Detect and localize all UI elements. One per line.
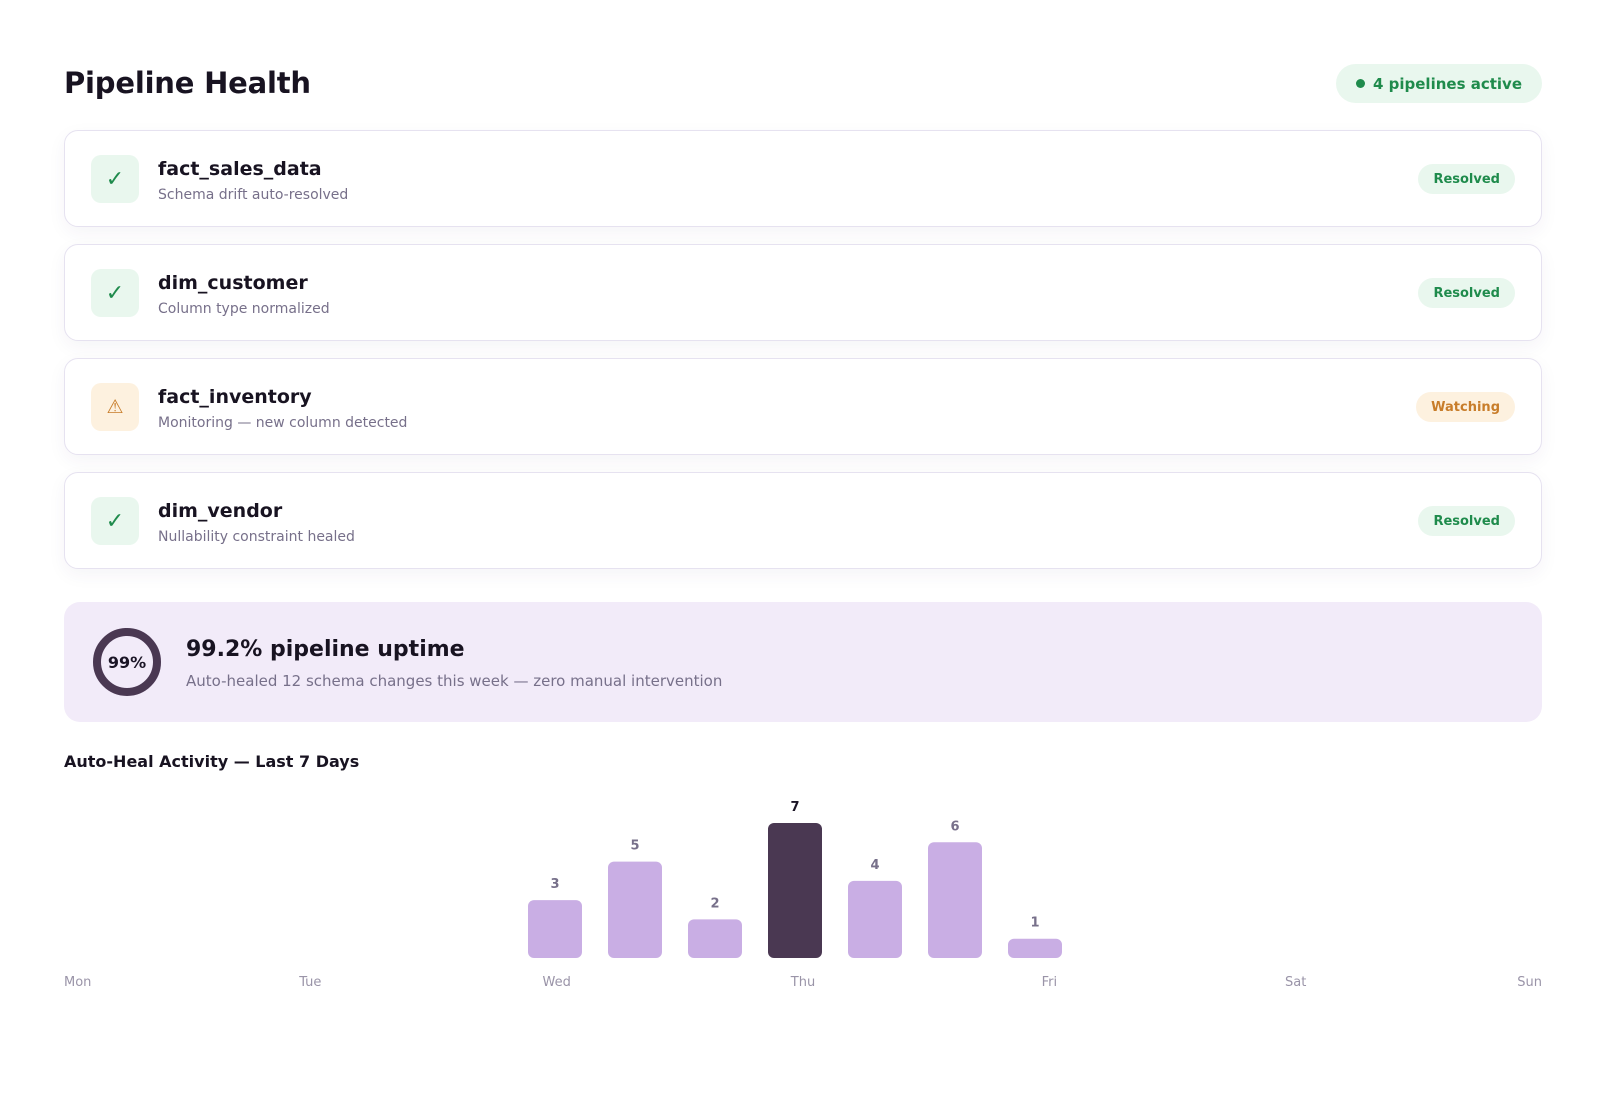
bar-value-label: 6 (950, 819, 959, 834)
status-badge: Resolved (1418, 278, 1515, 308)
page-header: Pipeline Health 4 pipelines active (64, 62, 1542, 103)
pipeline-description: Schema drift auto-resolved (158, 187, 349, 203)
check-icon: ✓ (91, 269, 139, 317)
bar-value-label: 4 (870, 858, 879, 873)
uptime-ring-label: 99% (107, 652, 147, 672)
bar-sun (1008, 938, 1062, 958)
active-pipelines-badge: 4 pipelines active (1335, 64, 1542, 103)
check-icon: ✓ (91, 155, 139, 203)
check-icon: ✓ (91, 497, 139, 545)
x-axis-tick-label: Tue (298, 975, 321, 990)
pipeline-name: fact_inventory (158, 386, 312, 408)
pipeline-card[interactable]: ✓ fact_sales_data Schema drift auto-reso… (64, 130, 1542, 227)
uptime-ring-arc (93, 628, 161, 696)
bar-fri (848, 880, 902, 958)
pipeline-card[interactable]: ⚠ fact_inventory Monitoring — new column… (64, 358, 1542, 455)
bar-sat (928, 842, 982, 958)
pipeline-card[interactable]: ✓ dim_vendor Nullability constraint heal… (64, 472, 1542, 569)
bar-value-label: 7 (790, 800, 799, 815)
bar-thu (768, 823, 822, 958)
active-pipelines-label: 4 pipelines active (1372, 74, 1522, 93)
pipeline-description: Nullability constraint healed (158, 529, 355, 545)
bar-value-label: 5 (630, 839, 639, 854)
pipeline-name: fact_sales_data (158, 158, 322, 180)
status-badge: Watching (1416, 392, 1515, 422)
chart-title: Auto-Heal Activity — Last 7 Days (64, 752, 360, 771)
status-badge: Resolved (1418, 164, 1515, 194)
bar-tue (608, 861, 662, 958)
pipeline-description: Column type normalized (158, 301, 330, 317)
pipeline-card[interactable]: ✓ dim_customer Column type normalized Re… (64, 244, 1542, 341)
x-axis-tick-label: Wed (542, 975, 570, 990)
x-axis-tick-label: Sat (1285, 975, 1306, 990)
pipeline-name: dim_vendor (158, 500, 283, 522)
page-title: Pipeline Health (64, 66, 311, 100)
warning-icon: ⚠ (91, 383, 139, 431)
bar-value-label: 2 (710, 896, 719, 911)
uptime-title: 99.2% pipeline uptime (186, 637, 465, 662)
bar-value-label: 3 (550, 877, 559, 892)
bar-mon (528, 900, 582, 958)
uptime-summary: 99% 99.2% pipeline uptime Auto-healed 12… (64, 602, 1542, 722)
status-badge: Resolved (1418, 506, 1515, 536)
x-axis-tick-label: Fri (1042, 975, 1058, 990)
x-axis-tick-label: Thu (790, 975, 815, 990)
x-axis-tick-label: Sun (1517, 975, 1542, 990)
bar-value-label: 1 (1030, 916, 1039, 931)
status-dot-icon (1355, 79, 1365, 88)
pipeline-name: dim_customer (158, 272, 308, 294)
x-axis-tick-label: Mon (64, 975, 91, 990)
uptime-ring (93, 628, 161, 696)
bar-wed (688, 919, 742, 958)
pipeline-description: Monitoring — new column detected (158, 415, 408, 431)
uptime-subtitle: Auto-healed 12 schema changes this week … (186, 672, 723, 690)
